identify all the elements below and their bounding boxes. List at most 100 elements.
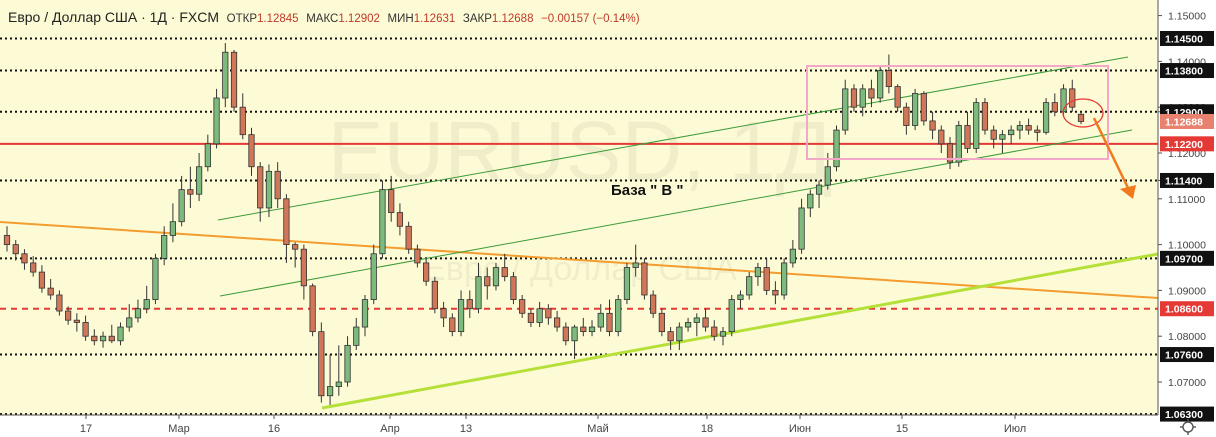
candle[interactable] xyxy=(440,301,447,328)
candle[interactable] xyxy=(1016,120,1023,140)
settings-icon[interactable] xyxy=(1180,419,1196,435)
candle[interactable] xyxy=(1077,111,1085,125)
candle[interactable] xyxy=(938,125,945,153)
candle[interactable] xyxy=(292,242,299,268)
candle[interactable] xyxy=(117,322,124,346)
candle[interactable] xyxy=(30,256,37,277)
candle[interactable] xyxy=(606,299,613,337)
candle[interactable] xyxy=(641,258,648,300)
candle[interactable] xyxy=(772,281,779,305)
candle[interactable] xyxy=(449,313,456,337)
candle[interactable] xyxy=(388,175,395,222)
candle[interactable] xyxy=(519,294,526,318)
candle[interactable] xyxy=(562,322,569,346)
price-label-1.12200[interactable]: 1.12200 xyxy=(1160,136,1214,152)
candle[interactable] xyxy=(91,329,98,346)
candle[interactable] xyxy=(73,313,80,332)
candle[interactable] xyxy=(335,345,342,396)
candle[interactable] xyxy=(973,98,980,153)
candle[interactable] xyxy=(859,84,866,117)
candle[interactable] xyxy=(807,189,814,218)
candle[interactable] xyxy=(833,125,840,172)
candle[interactable] xyxy=(361,294,369,337)
candle[interactable] xyxy=(553,311,561,332)
candle[interactable] xyxy=(798,198,805,254)
candle[interactable] xyxy=(143,285,150,314)
candle[interactable] xyxy=(728,294,735,337)
price-label-1.06300[interactable]: 1.06300 xyxy=(1160,406,1214,422)
candle[interactable] xyxy=(484,267,491,300)
candle[interactable] xyxy=(877,65,884,103)
candle[interactable] xyxy=(169,203,177,243)
candle[interactable] xyxy=(1042,98,1050,135)
candle[interactable] xyxy=(903,102,910,135)
candle[interactable] xyxy=(213,88,220,149)
candle[interactable] xyxy=(667,327,674,350)
candle[interactable] xyxy=(370,244,377,305)
candle[interactable] xyxy=(195,152,203,202)
candle[interactable] xyxy=(929,111,936,140)
consolidation-box[interactable] xyxy=(806,65,1109,160)
candle[interactable] xyxy=(693,313,700,337)
price-label-1.13800[interactable]: 1.13800 xyxy=(1160,63,1214,79)
candle[interactable] xyxy=(12,240,19,261)
candle[interactable] xyxy=(239,93,246,140)
candle[interactable] xyxy=(274,162,281,208)
candle[interactable] xyxy=(3,226,11,252)
price-label-1.09700[interactable]: 1.09700 xyxy=(1160,250,1214,266)
candle[interactable] xyxy=(1025,118,1032,135)
candle[interactable] xyxy=(711,320,718,341)
candle[interactable] xyxy=(746,272,753,300)
candle[interactable] xyxy=(318,322,325,403)
candle[interactable] xyxy=(545,304,552,325)
candle[interactable] xyxy=(536,301,543,328)
candle[interactable] xyxy=(964,111,971,153)
candle[interactable] xyxy=(815,180,823,208)
candle[interactable] xyxy=(134,299,142,323)
orange-trend-line[interactable] xyxy=(0,221,1159,299)
candle[interactable] xyxy=(204,134,211,172)
candle[interactable] xyxy=(789,240,796,268)
candle[interactable] xyxy=(405,221,412,254)
price-label-1.14500[interactable]: 1.14500 xyxy=(1160,30,1214,46)
candle[interactable] xyxy=(650,290,657,318)
candle[interactable] xyxy=(56,290,63,316)
candle[interactable] xyxy=(676,322,683,350)
candle[interactable] xyxy=(781,258,788,300)
candle[interactable] xyxy=(326,354,334,405)
lime-support-line[interactable] xyxy=(321,252,1159,410)
candle[interactable] xyxy=(658,308,665,337)
candle[interactable] xyxy=(894,84,901,112)
candle[interactable] xyxy=(981,98,989,135)
candle[interactable] xyxy=(588,320,596,337)
candle[interactable] xyxy=(868,79,875,108)
candle[interactable] xyxy=(309,283,316,337)
price-label-1.07600[interactable]: 1.07600 xyxy=(1160,347,1214,363)
candle[interactable] xyxy=(597,304,604,332)
candle[interactable] xyxy=(230,49,238,112)
candle[interactable] xyxy=(38,265,46,293)
candle[interactable] xyxy=(911,88,919,131)
candle[interactable] xyxy=(1051,93,1058,117)
candle[interactable] xyxy=(754,262,762,286)
candle[interactable] xyxy=(632,244,639,277)
candle[interactable] xyxy=(1008,125,1015,144)
candle[interactable] xyxy=(283,194,290,263)
candle[interactable] xyxy=(414,244,421,268)
candle[interactable] xyxy=(850,84,858,112)
candle[interactable] xyxy=(21,249,28,270)
candle[interactable] xyxy=(344,336,351,387)
candle[interactable] xyxy=(152,253,159,305)
candle[interactable] xyxy=(623,262,631,305)
candle[interactable] xyxy=(47,278,54,300)
channel-upper-line[interactable] xyxy=(217,56,1129,221)
candle[interactable] xyxy=(719,327,727,346)
candle[interactable] xyxy=(999,130,1006,153)
candle[interactable] xyxy=(571,324,578,360)
candle[interactable] xyxy=(920,91,927,126)
candle[interactable] xyxy=(126,304,133,332)
forecast-arrow-line[interactable] xyxy=(1092,117,1132,193)
highlight-ellipse[interactable] xyxy=(1062,98,1104,128)
candle[interactable] xyxy=(353,317,360,350)
